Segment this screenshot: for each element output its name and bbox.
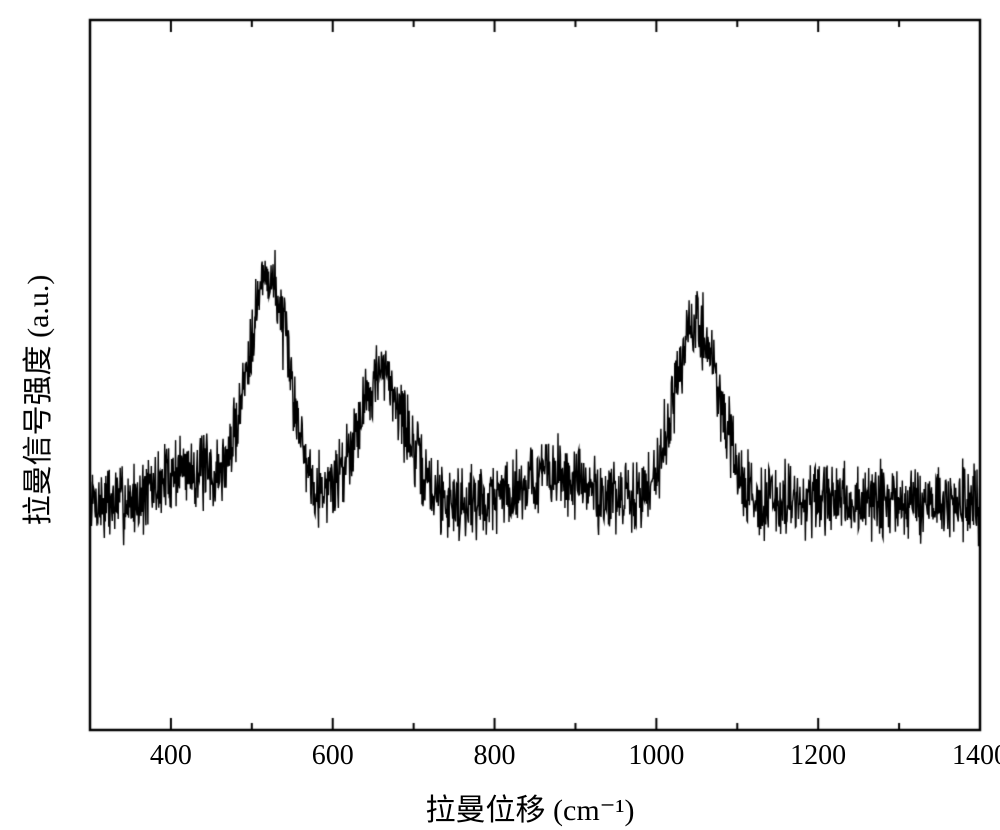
x-tick-label: 1400 [952,740,1000,772]
raman-spectrum-plot [0,0,1000,830]
x-tick-label: 1000 [628,740,684,772]
x-axis-label: 拉曼位移 (cm⁻¹) [426,785,635,829]
x-tick-label: 800 [474,740,516,772]
x-tick-label: 600 [312,740,354,772]
y-axis-label: 拉曼信号强度 (a.u.) [13,275,57,526]
x-tick-label: 400 [150,740,192,772]
chart-container: 拉曼信号强度 (a.u.) 拉曼位移 (cm⁻¹) 400 600 800 1000 1… [0,0,1000,830]
x-tick-label: 1200 [790,740,846,772]
